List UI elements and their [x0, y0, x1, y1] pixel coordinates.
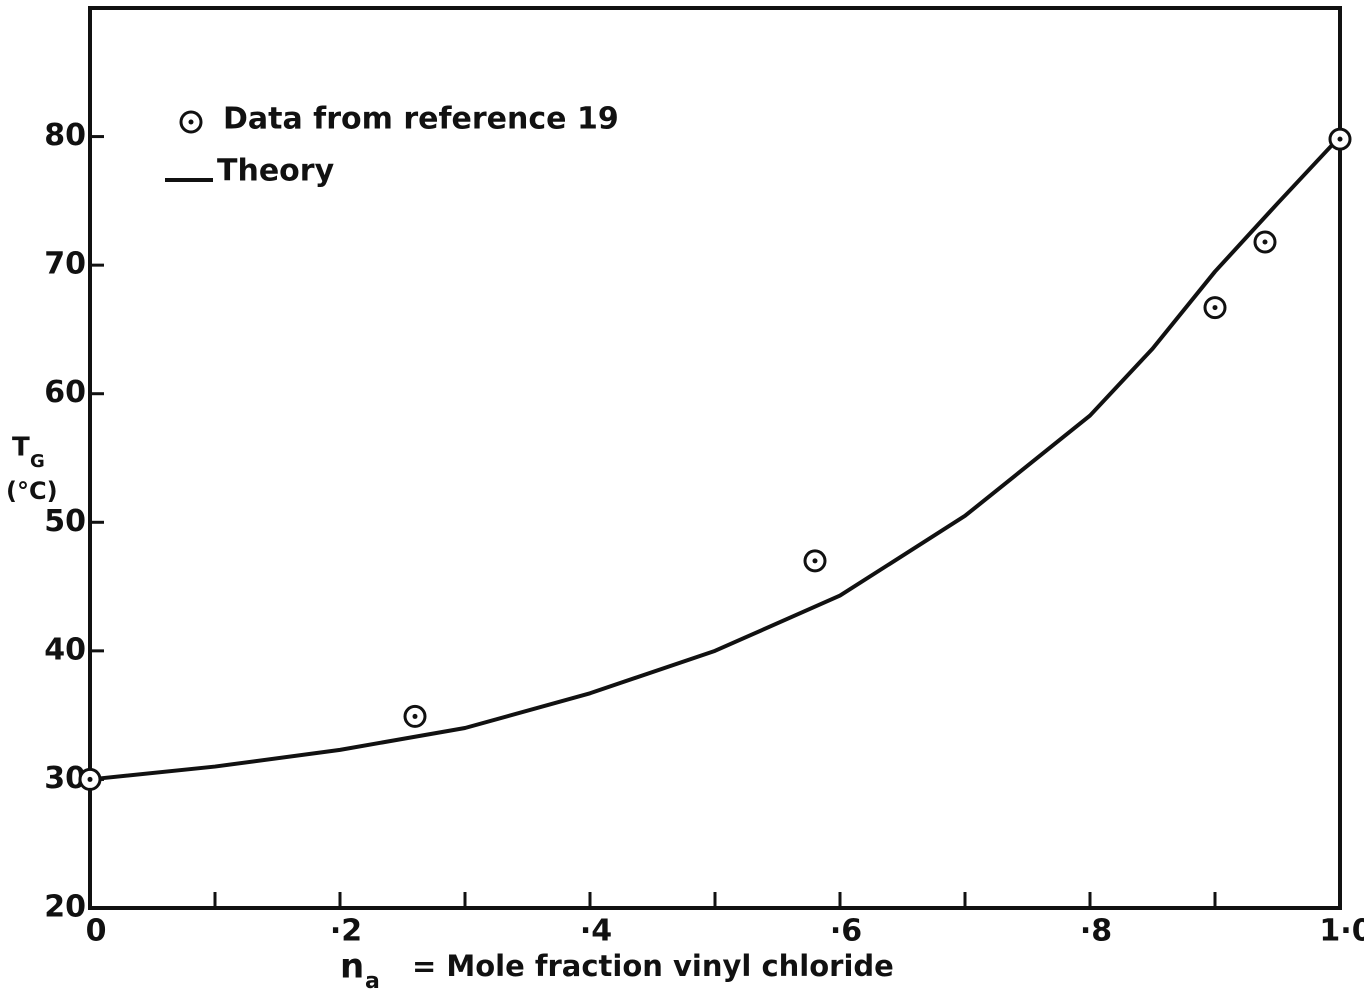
marker-dot	[1337, 136, 1343, 142]
marker-dot	[1262, 239, 1268, 245]
data-point	[803, 549, 827, 573]
y-label-symbol: T	[12, 433, 30, 463]
marker-dot	[412, 713, 418, 719]
x-tick-label: ·6	[830, 914, 862, 949]
data-point	[403, 704, 427, 728]
y-tick-label: 40	[44, 632, 86, 667]
x-label-text: = Mole fraction vinyl chloride	[412, 949, 894, 983]
x-axis-label: n a = Mole fraction vinyl chloride	[340, 947, 894, 995]
data-point	[1203, 296, 1227, 320]
y-label-unit: (°C)	[6, 477, 58, 505]
x-label-symbol: n	[340, 947, 364, 987]
data-point	[1328, 127, 1352, 151]
legend-label: Theory	[217, 154, 335, 189]
marker-dot	[87, 776, 93, 782]
y-tick-label: 50	[44, 504, 86, 539]
y-label-subscript: G	[30, 451, 45, 472]
marker-dot	[188, 119, 194, 125]
marker-dot	[812, 558, 818, 564]
legend-label: Data from reference 19	[223, 102, 619, 137]
y-tick-label: 60	[44, 375, 86, 410]
y-tick-label: 70	[44, 247, 86, 282]
theory-line	[89, 135, 1342, 782]
x-tick-label: ·8	[1080, 914, 1112, 949]
x-tick-label: ·2	[330, 914, 362, 949]
legend-marker	[179, 110, 203, 134]
x-tick-label: ·4	[580, 914, 612, 949]
x-tick-label: 0	[86, 914, 107, 949]
y-tick-label: 80	[44, 118, 86, 153]
y-axis-label: T G (°C)	[6, 433, 58, 506]
y-tick-label: 20	[44, 890, 86, 925]
x-tick-label: 1·0	[1319, 914, 1364, 949]
x-label-subscript: a	[365, 969, 380, 994]
marker-dot	[1212, 305, 1218, 311]
plot-frame	[88, 6, 1342, 910]
data-point	[78, 767, 102, 791]
data-point	[1253, 230, 1277, 254]
